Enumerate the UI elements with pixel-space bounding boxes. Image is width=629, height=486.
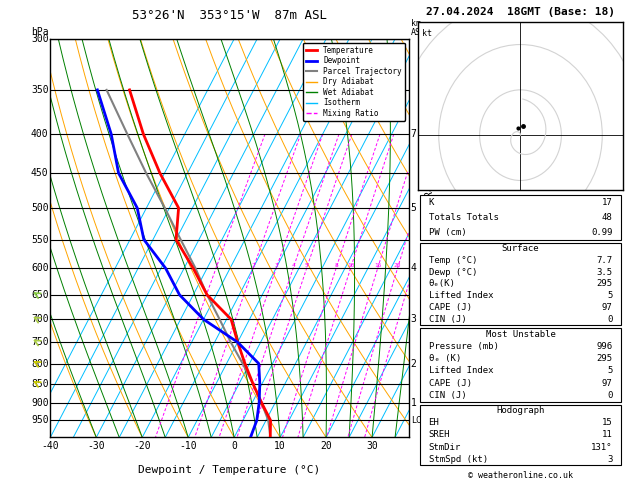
Text: Lifted Index: Lifted Index — [428, 291, 493, 300]
Text: Hodograph: Hodograph — [496, 406, 545, 415]
Text: θₑ(K): θₑ(K) — [428, 279, 455, 288]
Text: 97: 97 — [602, 303, 613, 312]
Text: 131°: 131° — [591, 443, 613, 451]
Text: 8: 8 — [334, 263, 338, 268]
Text: 53°26'N  353°15'W  87m ASL: 53°26'N 353°15'W 87m ASL — [132, 9, 327, 22]
Text: 0: 0 — [231, 441, 237, 451]
Bar — [420, 404, 621, 465]
Text: Lifted Index: Lifted Index — [428, 366, 493, 375]
Text: 295: 295 — [596, 279, 613, 288]
Text: 97: 97 — [602, 379, 613, 388]
Text: 550: 550 — [31, 235, 48, 244]
Text: 4: 4 — [291, 263, 295, 268]
Text: 3.5: 3.5 — [596, 267, 613, 277]
Text: Dewpoint / Temperature (°C): Dewpoint / Temperature (°C) — [138, 465, 321, 475]
Text: 500: 500 — [31, 203, 48, 213]
Text: 3: 3 — [411, 314, 416, 324]
Text: CAPE (J): CAPE (J) — [428, 303, 472, 312]
Text: 5: 5 — [305, 263, 308, 268]
Text: θₑ (K): θₑ (K) — [428, 354, 461, 363]
Text: 650: 650 — [31, 290, 48, 300]
Text: kt: kt — [423, 29, 432, 37]
Text: -40: -40 — [42, 441, 59, 451]
Text: 17: 17 — [602, 198, 613, 207]
Bar — [420, 243, 621, 325]
Text: 5: 5 — [411, 203, 416, 213]
Text: 27.04.2024  18GMT (Base: 18): 27.04.2024 18GMT (Base: 18) — [426, 7, 615, 17]
Text: 0: 0 — [607, 314, 613, 324]
Text: 30: 30 — [366, 441, 378, 451]
Text: 2: 2 — [252, 263, 255, 268]
Text: CAPE (J): CAPE (J) — [428, 379, 472, 388]
Text: 950: 950 — [31, 416, 48, 425]
Text: 900: 900 — [31, 398, 48, 408]
Text: 1: 1 — [411, 398, 416, 408]
Text: 3: 3 — [274, 263, 278, 268]
Text: StmSpd (kt): StmSpd (kt) — [428, 455, 487, 464]
Text: Temp (°C): Temp (°C) — [428, 256, 477, 265]
Text: 996: 996 — [596, 342, 613, 351]
Text: 15: 15 — [374, 263, 381, 268]
Text: 4: 4 — [411, 263, 416, 273]
Text: 350: 350 — [31, 85, 48, 95]
Text: 20: 20 — [320, 441, 332, 451]
Text: 5: 5 — [607, 291, 613, 300]
Text: Pressure (mb): Pressure (mb) — [428, 342, 498, 351]
Text: 850: 850 — [31, 379, 48, 389]
Text: 11: 11 — [602, 431, 613, 439]
Text: 7: 7 — [411, 129, 416, 139]
Text: -30: -30 — [87, 441, 105, 451]
Text: 2: 2 — [411, 359, 416, 368]
Text: 600: 600 — [31, 263, 48, 273]
Text: 0: 0 — [607, 391, 613, 400]
Text: -20: -20 — [133, 441, 151, 451]
Text: Most Unstable: Most Unstable — [486, 330, 555, 339]
Text: 20: 20 — [394, 263, 401, 268]
Text: 3: 3 — [607, 455, 613, 464]
Text: Surface: Surface — [502, 244, 539, 253]
Bar — [420, 328, 621, 401]
Text: 1: 1 — [214, 263, 218, 268]
Text: 48: 48 — [602, 213, 613, 222]
Text: km
ASL: km ASL — [411, 19, 426, 37]
Text: 400: 400 — [31, 129, 48, 139]
Text: 15: 15 — [602, 418, 613, 427]
Text: 300: 300 — [31, 34, 48, 44]
Text: PW (cm): PW (cm) — [428, 228, 466, 237]
Text: 0.99: 0.99 — [591, 228, 613, 237]
Text: © weatheronline.co.uk: © weatheronline.co.uk — [468, 471, 573, 480]
Text: Totals Totals: Totals Totals — [428, 213, 498, 222]
Text: 450: 450 — [31, 168, 48, 178]
Text: 7.7: 7.7 — [596, 256, 613, 265]
Text: K: K — [428, 198, 434, 207]
Text: SREH: SREH — [428, 431, 450, 439]
Text: 295: 295 — [596, 354, 613, 363]
Text: 10: 10 — [274, 441, 286, 451]
Text: StmDir: StmDir — [428, 443, 461, 451]
Legend: Temperature, Dewpoint, Parcel Trajectory, Dry Adiabat, Wet Adiabat, Isotherm, Mi: Temperature, Dewpoint, Parcel Trajectory… — [303, 43, 405, 121]
Text: 800: 800 — [31, 359, 48, 368]
Text: 10: 10 — [347, 263, 354, 268]
Text: EH: EH — [428, 418, 439, 427]
Text: -10: -10 — [179, 441, 197, 451]
Text: Mixing Ratio (g/kg): Mixing Ratio (g/kg) — [425, 126, 435, 238]
Text: 750: 750 — [31, 337, 48, 347]
Text: CIN (J): CIN (J) — [428, 391, 466, 400]
Text: 5: 5 — [607, 366, 613, 375]
Text: LCL: LCL — [411, 416, 426, 425]
Text: 700: 700 — [31, 314, 48, 324]
Text: Dewp (°C): Dewp (°C) — [428, 267, 477, 277]
Text: hPa: hPa — [31, 27, 48, 37]
Bar — [420, 195, 621, 240]
Text: CIN (J): CIN (J) — [428, 314, 466, 324]
